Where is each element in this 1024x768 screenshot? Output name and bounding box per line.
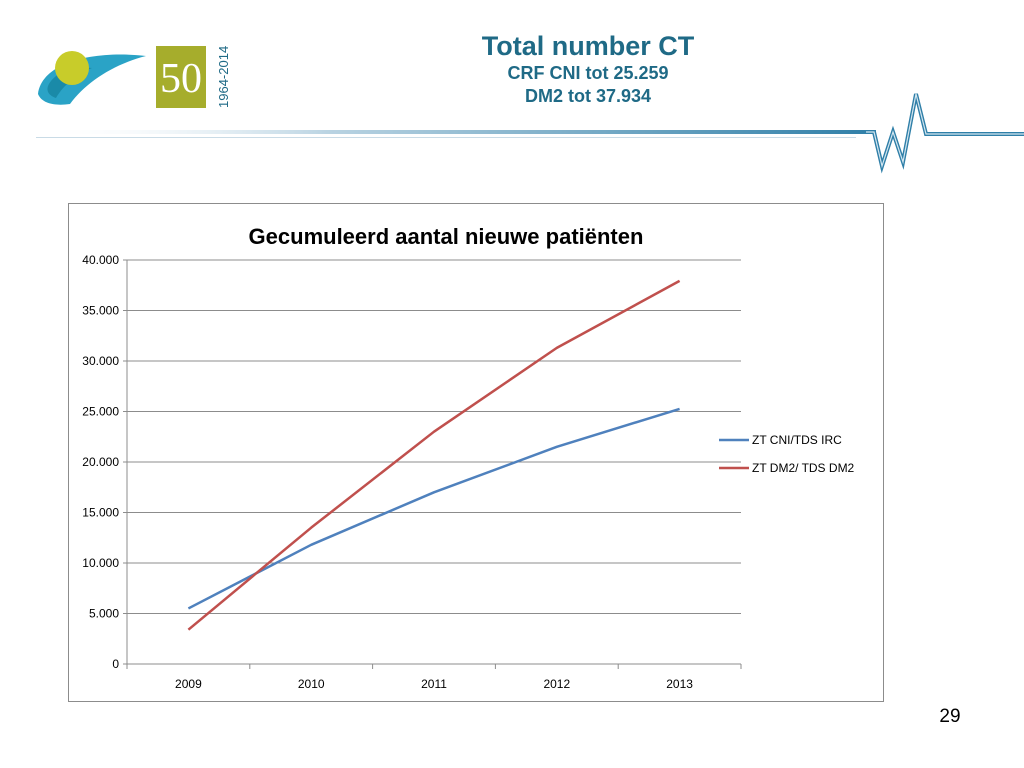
- heartbeat-icon: [866, 93, 1024, 174]
- y-tick-label: 20.000: [82, 455, 119, 469]
- y-tick-label: 0: [112, 657, 119, 671]
- logo: 50 1964-2014: [34, 42, 234, 112]
- title-line-3: DM2 tot 37.934: [524, 86, 652, 106]
- logo-years-label: 1964-2014: [216, 46, 231, 108]
- x-tick-label: 2011: [421, 677, 447, 691]
- series-line-1: [187, 407, 680, 610]
- page-title: Total number CT CRF CNI tot 25.259 DM2 t…: [388, 30, 788, 108]
- x-tick-label: 2009: [175, 677, 202, 691]
- x-tick-label: 2013: [666, 677, 693, 691]
- x-tick-label: 2012: [543, 677, 570, 691]
- line-chart: Gecumuleerd aantal nieuwe patiënten 0 5.0…: [82, 224, 855, 691]
- y-tick-label: 35.000: [82, 304, 119, 318]
- page-number: 29: [939, 706, 961, 727]
- header-heartbeat-line: [36, 93, 1024, 174]
- title-line-2: CRF CNI tot 25.259: [507, 63, 669, 83]
- y-tick-label: 15.000: [82, 506, 119, 520]
- chart-title: Gecumuleerd aantal nieuwe patiënten: [249, 224, 644, 249]
- logo-anniversary-badge: [156, 46, 206, 108]
- logo-anniversary-number: 50: [160, 56, 202, 102]
- y-tick-label: 30.000: [82, 354, 119, 368]
- y-tick-label: 5.000: [89, 607, 119, 621]
- y-tick-label: 25.000: [82, 405, 119, 419]
- logo-dot-icon: [55, 51, 89, 85]
- chart-frame: Gecumuleerd aantal nieuwe patiënten 0 5.0…: [68, 203, 884, 702]
- title-line-1: Total number CT: [481, 31, 695, 61]
- legend-label-2: ZT DM2/ TDS DM2: [752, 461, 855, 475]
- y-tick-label: 40.000: [82, 253, 119, 267]
- y-tick-label: 10.000: [82, 556, 119, 570]
- x-tick-label: 2010: [298, 677, 325, 691]
- series-line-2: [187, 279, 681, 631]
- legend-label-1: ZT CNI/TDS IRC: [752, 433, 842, 447]
